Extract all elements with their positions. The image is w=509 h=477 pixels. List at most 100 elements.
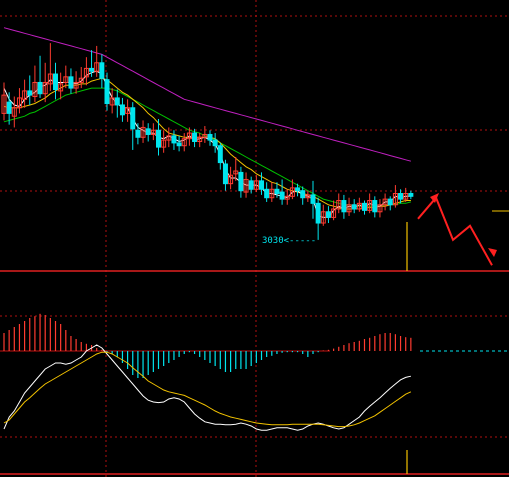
- candle: [403, 187, 409, 202]
- candle: [372, 196, 378, 218]
- candle: [243, 172, 249, 198]
- candle-body: [119, 104, 125, 116]
- candle: [284, 189, 290, 205]
- candle: [341, 194, 347, 219]
- candle-body: [305, 194, 311, 199]
- low-price-annotation: 3030<-----: [262, 236, 316, 246]
- candle-body: [372, 200, 378, 213]
- candle-body: [140, 126, 146, 138]
- candle-body: [181, 138, 187, 147]
- candle-body: [259, 180, 264, 190]
- candle: [11, 96, 17, 128]
- candle-body: [382, 198, 388, 206]
- candle-body: [212, 139, 218, 147]
- candle-body: [331, 208, 337, 218]
- candle-body: [387, 198, 393, 206]
- candle-body: [192, 132, 198, 142]
- candle: [310, 180, 316, 219]
- candle-body: [279, 191, 285, 200]
- candle-body: [130, 107, 136, 130]
- forecast-arrowhead-up: [430, 193, 439, 203]
- candle-body: [99, 62, 105, 79]
- candle: [130, 102, 136, 150]
- candle-body: [16, 97, 22, 109]
- candle-body: [114, 97, 120, 106]
- candle-body: [109, 97, 115, 106]
- candle: [27, 75, 33, 105]
- candle: [42, 62, 48, 103]
- candle: [161, 130, 167, 153]
- candle: [228, 166, 234, 190]
- candle: [351, 199, 357, 214]
- candle: [78, 67, 84, 89]
- candle-body: [47, 73, 53, 85]
- candle-body: [238, 171, 244, 192]
- candle: [89, 50, 95, 77]
- candle: [68, 68, 74, 94]
- candle: [222, 159, 228, 191]
- candle-body: [356, 202, 362, 210]
- candle: [156, 119, 161, 156]
- candle: [202, 126, 208, 143]
- candle: [73, 71, 79, 94]
- candle: [233, 156, 239, 181]
- candle: [114, 89, 120, 118]
- candle-body: [37, 81, 43, 95]
- candle: [53, 62, 58, 100]
- candle: [305, 190, 311, 202]
- candle: [104, 72, 110, 111]
- candle-body: [135, 129, 141, 138]
- candle: [125, 99, 131, 122]
- candle-body: [310, 194, 316, 204]
- candle-body: [83, 67, 89, 78]
- ma-line-ma-slow: [3, 27, 412, 162]
- candle: [248, 176, 254, 194]
- candle-body: [274, 188, 280, 195]
- candle: [336, 193, 342, 214]
- candle-body: [346, 204, 352, 213]
- candle: [197, 133, 203, 148]
- candlesticks: [1, 43, 414, 240]
- candle: [356, 197, 362, 212]
- candle: [22, 79, 28, 108]
- candle-body: [320, 211, 326, 224]
- candle-body: [325, 211, 331, 218]
- candle: [408, 190, 414, 200]
- candle-body: [392, 193, 398, 206]
- candle-body: [89, 67, 95, 72]
- candle-body: [68, 76, 74, 89]
- candle-body: [197, 136, 203, 143]
- candle: [346, 197, 352, 216]
- candle-body: [253, 180, 259, 190]
- candle: [63, 65, 69, 89]
- candle-body: [32, 81, 38, 98]
- candle: [289, 179, 295, 200]
- candle-body: [398, 193, 404, 200]
- candle-body: [58, 83, 64, 92]
- candle: [119, 97, 125, 122]
- candle: [320, 204, 326, 226]
- candle-body: [78, 77, 84, 83]
- candle-body: [161, 139, 167, 148]
- candle: [16, 88, 22, 114]
- candle: [207, 130, 213, 146]
- candle-body: [27, 90, 33, 96]
- candle-body: [150, 129, 156, 135]
- candle: [300, 186, 306, 205]
- candle: [176, 135, 182, 152]
- candle: [47, 43, 53, 91]
- candle-body: [403, 193, 409, 200]
- candle-body: [222, 163, 228, 185]
- candle: [58, 72, 64, 100]
- candle-body: [228, 174, 234, 185]
- candle-body: [186, 132, 192, 140]
- candle-body: [248, 180, 254, 190]
- candle: [212, 133, 218, 153]
- candle-body: [243, 178, 249, 193]
- candle: [387, 196, 393, 211]
- candle: [150, 123, 156, 141]
- low-price-label: 3030<-----: [262, 236, 316, 246]
- candle-body: [377, 204, 383, 213]
- macd-line-dif: [3, 344, 412, 431]
- candle: [99, 54, 105, 89]
